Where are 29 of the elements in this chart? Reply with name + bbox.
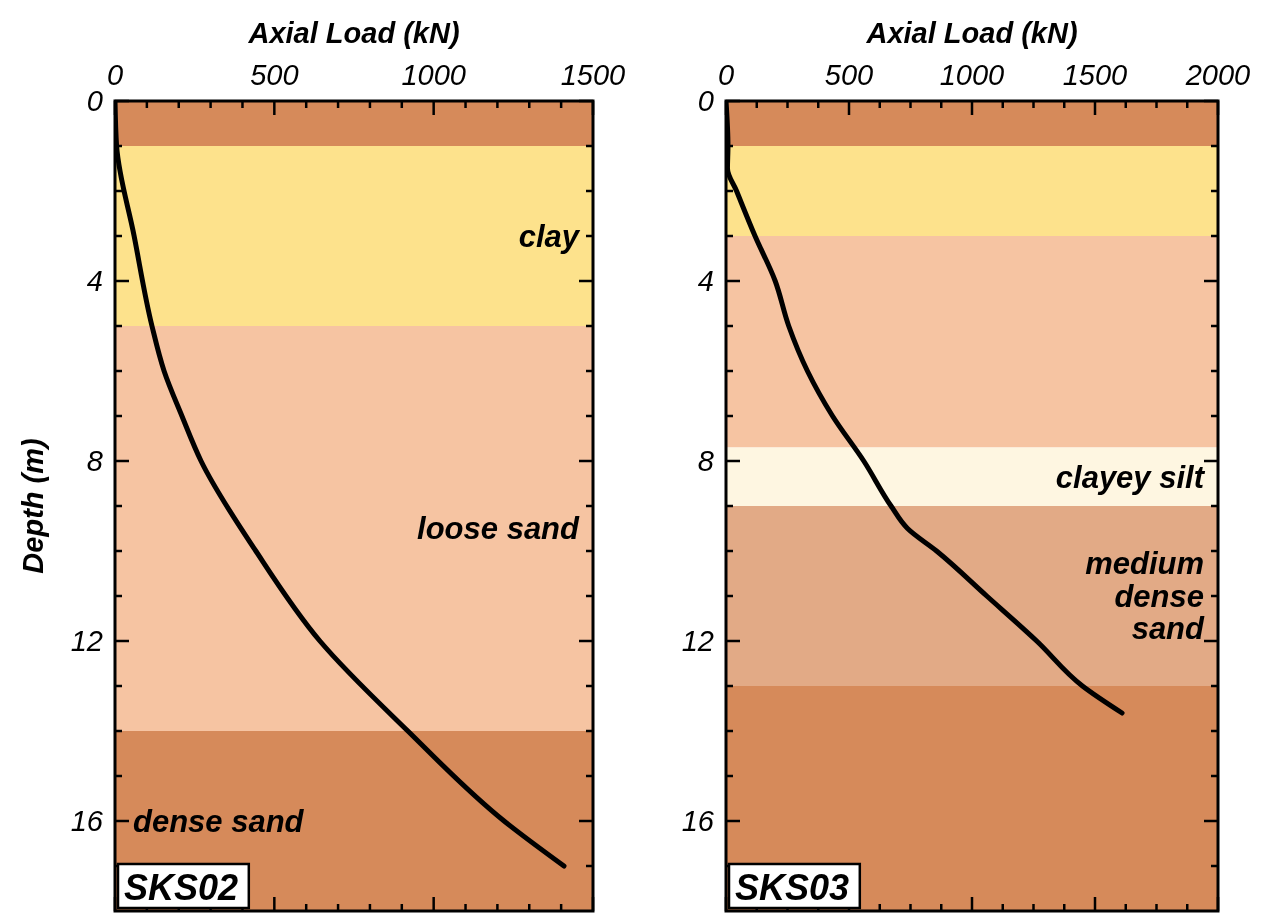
y-tick-label: 8 xyxy=(697,445,714,477)
y-tick-label: 0 xyxy=(697,85,714,117)
annotation: SKS03 xyxy=(735,867,850,908)
x-axis-title: Axial Load (kN) xyxy=(247,17,460,49)
y-tick-label: 8 xyxy=(86,445,103,477)
x-tick-label: 1500 xyxy=(1062,59,1128,91)
x-tick-label: 0 xyxy=(717,59,735,91)
x-tick-label: 1500 xyxy=(560,59,626,91)
y-tick-label: 4 xyxy=(86,265,103,297)
x-tick-label: 500 xyxy=(250,59,299,91)
y-tick-label: 12 xyxy=(70,625,103,657)
y-tick-label: 12 xyxy=(681,625,714,657)
y-tick-label: 16 xyxy=(70,805,104,837)
annotation: SKS02 xyxy=(124,867,239,908)
band-label: clay xyxy=(518,218,581,254)
x-axis-title: Axial Load (kN) xyxy=(865,17,1078,49)
x-tick-label: 0 xyxy=(106,59,124,91)
x-tick-label: 1000 xyxy=(401,59,466,91)
band-label: loose sand xyxy=(417,511,581,547)
band-label: medium dense sand xyxy=(1085,546,1206,647)
y-tick-label: 16 xyxy=(681,805,715,837)
band-label: clayey silt xyxy=(1055,459,1206,495)
x-tick-label: 2000 xyxy=(1184,59,1251,91)
x-tick-label: 500 xyxy=(824,59,874,91)
band-label: dense sand xyxy=(133,803,305,839)
y-axis-title: Depth (m) xyxy=(17,438,49,574)
y-tick-label: 4 xyxy=(697,265,714,297)
x-tick-label: 1000 xyxy=(939,59,1005,91)
y-tick-label: 0 xyxy=(86,85,103,117)
